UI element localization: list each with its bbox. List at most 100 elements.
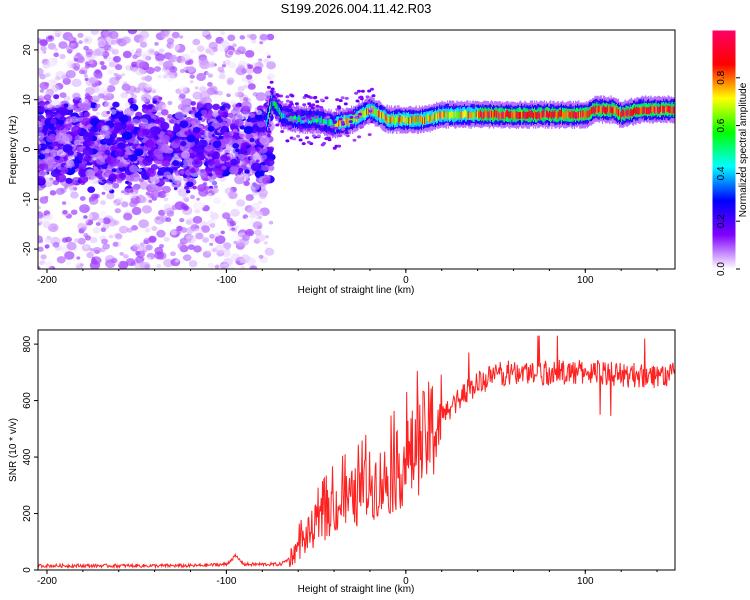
spectrogram-cell [218, 263, 229, 269]
spectrogram-cell [394, 117, 396, 124]
spectrogram-cell [234, 118, 244, 127]
spectrogram-cell [194, 132, 202, 139]
spectrogram-cell [46, 135, 55, 143]
colorbar-label: Normalized spectral amplitude [738, 82, 749, 217]
spectrogram-cell [198, 187, 209, 197]
spectrogram-cell [259, 135, 270, 145]
spectrogram-cell [83, 36, 93, 45]
spectrogram-cell [340, 120, 345, 124]
spectrogram-cell [514, 111, 516, 119]
spectrogram-cell [619, 109, 621, 116]
spectrogram-cell [454, 111, 456, 119]
spectrogram-cell [172, 124, 182, 132]
spectrogram-cell [385, 113, 387, 121]
spectrogram-cell [189, 74, 195, 79]
spectrogram-cell [360, 89, 365, 93]
spectrogram-cell [601, 107, 604, 114]
spectrogram-cell [200, 225, 210, 233]
spectrogram-cell [346, 118, 348, 126]
spectrogram-cell [221, 64, 226, 68]
spectrogram-cell [99, 145, 107, 151]
spectrogram-cell [242, 234, 250, 241]
spectrogram-y-tick-label: -10 [22, 192, 33, 207]
spectrogram-cell [606, 107, 608, 115]
spectrogram-cell [321, 118, 324, 126]
spectrogram-cell [224, 60, 229, 64]
spectrogram-cell [230, 150, 239, 158]
spectrogram-cell [160, 30, 170, 37]
spectrogram-cell [44, 244, 50, 249]
spectrogram-cell [557, 111, 559, 119]
spectrogram-cell [580, 110, 582, 118]
spectrogram-cell [577, 111, 579, 119]
spectrogram-cell [65, 121, 69, 125]
snr-x-tick-label: -200 [37, 576, 57, 587]
spectrogram-cell [214, 232, 220, 237]
spectrogram-cell [71, 78, 82, 88]
spectrogram-cell [305, 115, 307, 123]
spectrogram-cell [541, 110, 543, 118]
spectrogram-cell [218, 43, 229, 52]
spectrogram-cell [249, 33, 257, 41]
spectrogram-cell [320, 125, 325, 129]
spectrogram-cell [567, 111, 569, 119]
spectrogram-cell [134, 148, 144, 157]
snr-y-tick-label: 600 [22, 392, 33, 409]
spectrogram-cell [142, 157, 153, 166]
spectrogram-cell [257, 200, 263, 205]
spectrogram-cell [127, 30, 138, 35]
spectrogram-cell [207, 262, 215, 268]
spectrogram-cell [115, 233, 123, 240]
spectrogram-cell [503, 111, 506, 118]
spectrogram-cell [333, 121, 335, 129]
spectrogram-cell [209, 85, 218, 93]
spectrogram-cell [295, 115, 297, 123]
spectrogram-cell [243, 97, 249, 102]
spectrogram-cell [259, 144, 264, 149]
spectrogram-cell [484, 110, 486, 118]
spectrogram-cell [122, 50, 132, 59]
snr-panel: -200 -100 0 100 0 200 400 600 800 Height of str… [8, 329, 676, 595]
spectrogram-cell [254, 229, 262, 236]
spectrogram-cell [324, 96, 329, 100]
spectrogram-cell [473, 112, 475, 120]
spectrogram-cell [121, 201, 129, 208]
spectrogram-cell [565, 112, 567, 120]
spectrogram-cell [428, 116, 430, 124]
spectrogram-cell [236, 199, 246, 207]
spectrogram-cell [217, 90, 223, 96]
spectrogram-cell [628, 110, 630, 118]
spectrogram-cell [185, 189, 191, 194]
spectrogram-y-tick-label: 20 [22, 44, 33, 56]
spectrogram-cell [304, 94, 309, 97]
spectrogram-cell [40, 45, 47, 52]
spectrogram-cell [146, 256, 152, 261]
spectrogram-cell [474, 110, 476, 118]
spectrogram-cell [269, 80, 274, 84]
spectrogram-cell [314, 115, 316, 123]
spectrogram-cell [38, 144, 42, 150]
spectrogram-cell [227, 191, 238, 199]
spectrogram-cell [188, 152, 196, 159]
spectrogram-cell [268, 220, 274, 225]
spectrogram-cell [150, 88, 157, 94]
spectrogram-cell [424, 116, 426, 124]
spectrogram-cell [91, 95, 100, 103]
spectrogram-cell [307, 127, 311, 131]
spectrogram-cell [361, 109, 363, 117]
spectrogram-cell [532, 112, 535, 120]
spectrogram-cell [111, 39, 118, 45]
spectrogram-cell [89, 236, 98, 244]
spectrogram-cell [343, 102, 348, 106]
colorbar-ticks: 0.0 0.2 0.4 0.6 0.8 [716, 70, 740, 276]
spectrogram-cell [173, 138, 181, 144]
spectrogram-cell [337, 134, 342, 138]
spectrogram-cell [367, 89, 372, 93]
spectrogram-cell [61, 201, 67, 205]
spectrogram-cell [228, 51, 234, 56]
spectrogram-cell [229, 166, 239, 175]
spectrogram-cell [127, 181, 133, 186]
spectrogram-cell [274, 101, 276, 109]
spectrogram-cell [308, 104, 313, 108]
spectrogram-cell [626, 110, 628, 118]
